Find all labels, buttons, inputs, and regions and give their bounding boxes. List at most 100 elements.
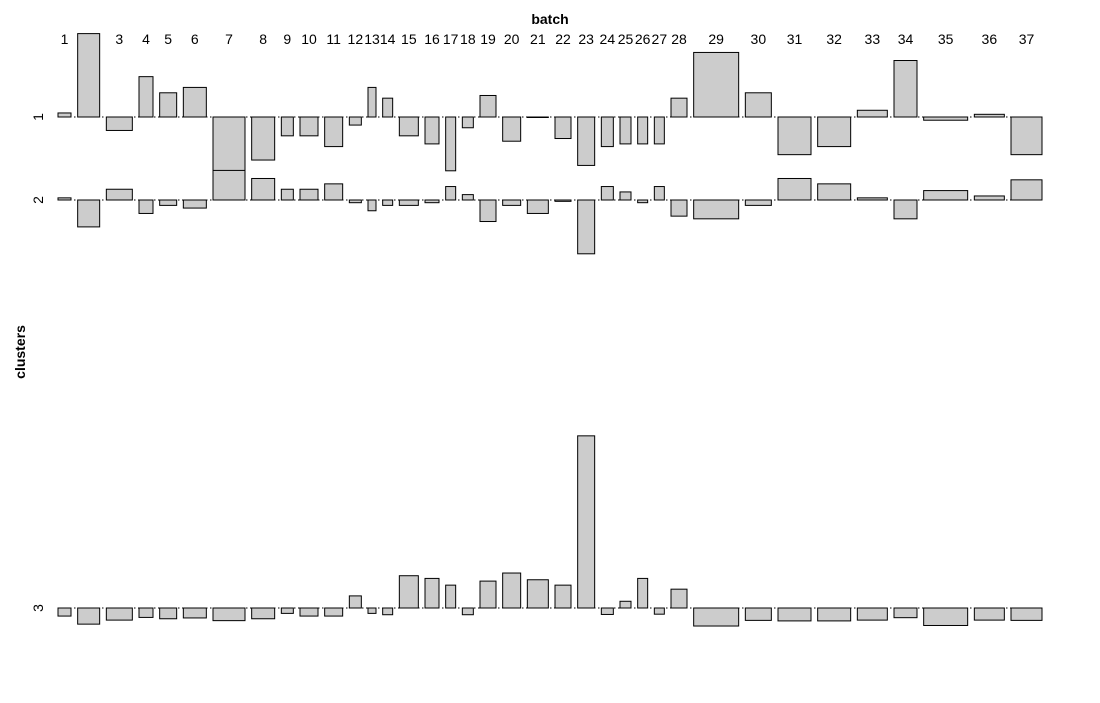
bar-row2-col6 [182,199,207,209]
column-label-36: 36 [982,31,998,47]
column-label-7: 7 [225,31,233,47]
column-label-26: 26 [635,31,651,47]
bar-row3-col3 [105,607,133,621]
bar-row2-col19 [479,199,497,223]
column-label-18: 18 [460,31,476,47]
bar-row3-col20 [502,572,522,609]
bar-row3-col25 [619,600,632,609]
column-label-25: 25 [618,31,634,47]
bar-row3-col36 [973,607,1005,621]
bar-row1-col36 [973,113,1005,118]
y-axis-label: clusters [12,325,28,379]
column-label-21: 21 [530,31,546,47]
bar-row1-col33 [856,109,888,118]
bar-row1-col30 [744,92,772,118]
bar-row2-col3 [105,188,133,201]
column-label-32: 32 [826,31,842,47]
bar-row2-col17 [445,186,457,201]
bar-row1-col19 [479,94,497,118]
bar-row3-col12 [348,595,362,609]
bar-row2-col15 [398,199,419,206]
column-label-14: 14 [380,31,396,47]
bar-row1-col2 [77,33,101,118]
chart-title: batch [531,11,568,27]
column-label-10: 10 [301,31,317,47]
bar-row3-col32 [817,607,852,622]
column-label-16: 16 [424,31,440,47]
column-label-20: 20 [504,31,520,47]
bars [57,33,1043,627]
column-label-11: 11 [326,31,341,47]
bar-row2-col37 [1010,179,1043,201]
column-label-33: 33 [865,31,881,47]
column-label-3: 3 [115,31,123,47]
bar-row2-col34 [893,199,918,220]
bar-row1-col15 [398,116,419,137]
bar-row3-col9 [280,607,294,614]
row-baselines [58,116,1042,609]
bar-row1-col5 [159,92,178,118]
column-label-8: 8 [259,31,267,47]
bar-row3-col16 [424,577,440,609]
bar-row1-col27 [653,116,665,145]
bar-row3-col8 [251,607,276,620]
bar-row1-col3 [105,116,133,131]
bar-row1-col21 [526,116,549,118]
column-label-12: 12 [348,31,364,47]
bar-row1-col4 [138,76,154,118]
bar-row1-col18 [461,116,474,129]
column-label-6: 6 [191,31,199,47]
bar-row1-col25 [619,116,632,145]
bar-row1-col28 [670,97,688,118]
bar-row2-col4 [138,199,154,214]
bar-row3-col2 [77,607,101,625]
bar-row1-col8 [251,116,276,161]
bar-row1-col31 [777,116,812,156]
bar-row1-col9 [280,116,294,137]
bar-row2-col10 [299,188,319,201]
column-label-1: 1 [61,31,69,47]
bar-row2-col2 [77,199,101,228]
column-label-13: 13 [364,31,380,47]
bar-row2-col26 [637,199,649,204]
bar-row3-col10 [299,607,319,617]
bar-row1-col1 [57,112,72,118]
bar-row3-col30 [744,607,772,621]
bar-row2-col25 [619,191,632,201]
bar-row2-col9 [280,188,294,201]
column-label-28: 28 [671,31,687,47]
bar-row2-col1 [57,197,72,201]
column-label-23: 23 [578,31,594,47]
bar-row2-col36 [973,195,1005,201]
bar-row1-col12 [348,116,362,126]
bar-row3-col1 [57,607,72,617]
column-label-35: 35 [938,31,954,47]
column-label-19: 19 [480,31,496,47]
bar-row3-col14 [382,607,394,616]
bar-row1-col22 [554,116,572,140]
bar-row2-col31 [777,177,812,201]
bar-row3-col7 [212,607,246,622]
bar-row3-col5 [159,607,178,620]
bar-row2-col35 [923,190,969,201]
bar-row1-col6 [182,86,207,118]
bar-row1-col29 [693,51,740,118]
bar-row3-col4 [138,607,154,618]
bar-row2-col7 [212,169,246,201]
bar-row1-col20 [502,116,522,142]
bar-row3-col17 [445,584,457,609]
bar-row2-col16 [424,199,440,204]
bar-row2-col13 [367,199,377,212]
bar-row3-col35 [923,607,969,626]
column-label-29: 29 [708,31,724,47]
bar-row2-col23 [577,199,596,255]
bar-row2-col18 [461,194,474,201]
bar-row1-col13 [367,86,377,118]
bar-row1-col14 [382,97,394,118]
bar-row1-col11 [324,116,344,148]
bar-row3-col6 [182,607,207,619]
bar-row2-col14 [382,199,394,206]
bar-row3-col29 [693,607,740,627]
bar-row3-col26 [637,577,649,609]
